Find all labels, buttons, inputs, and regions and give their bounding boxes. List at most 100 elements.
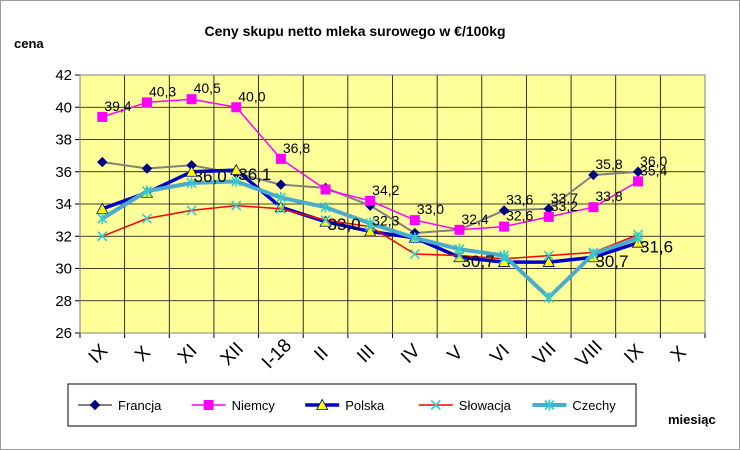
y-tick-label: 30: [55, 261, 72, 278]
data-point: [141, 163, 153, 174]
data-label: 36,1: [238, 165, 271, 184]
data-point: [588, 248, 599, 260]
data-point: [588, 202, 599, 213]
data-point: [141, 185, 153, 197]
data-point: [97, 213, 108, 225]
data-point: [275, 203, 286, 214]
data-label: 31,6: [640, 238, 673, 257]
y-tick-label: 38: [55, 132, 72, 149]
data-point: [409, 248, 420, 260]
data-label: 33,0: [417, 201, 444, 217]
data-label: 39,4: [104, 98, 131, 114]
data-point: [499, 250, 510, 262]
legend-label: Czechy: [572, 398, 616, 413]
legend-swatch-marker: [544, 399, 555, 411]
data-point: [186, 205, 197, 216]
data-label: 30,7: [595, 252, 628, 271]
legend-swatch-marker: [430, 399, 441, 411]
x-tick-label: XII: [217, 338, 248, 369]
legend: Francja Niemcy Polska Słowacja Czechy: [67, 383, 637, 427]
data-label: 33,7: [551, 190, 578, 206]
data-point: [97, 156, 108, 168]
x-tick-label: V: [444, 342, 468, 366]
data-point: [454, 224, 465, 235]
data-point: [185, 165, 198, 177]
data-point: [97, 111, 108, 122]
data-point: [632, 166, 644, 177]
legend-swatch-marker: [89, 399, 101, 411]
data-point: [231, 200, 242, 211]
x-tick-label: IX: [620, 340, 648, 368]
data-point: [543, 292, 554, 304]
data-label: 32,4: [461, 211, 488, 227]
data-point: [588, 169, 599, 181]
legend-label: Niemcy: [232, 398, 276, 413]
data-point: [498, 205, 510, 216]
data-point: [320, 201, 331, 213]
data-label: 36,8: [283, 140, 310, 156]
data-label: 32,6: [506, 208, 533, 224]
data-point: [275, 153, 286, 164]
y-tick-label: 36: [55, 164, 72, 181]
data-point: [230, 163, 243, 176]
data-label: 33,8: [595, 188, 622, 204]
x-tick-label: X: [131, 342, 155, 366]
legend-swatch-marker: [316, 398, 329, 410]
data-point: [141, 97, 152, 108]
data-point: [542, 255, 555, 267]
data-label: 34,2: [372, 182, 399, 198]
data-point: [186, 177, 197, 189]
x-tick-label: IV: [397, 340, 425, 368]
data-point: [543, 250, 554, 261]
x-tick-label: XI: [174, 340, 202, 368]
chart-title: Ceny skupu netto mleka surowego w €/100k…: [204, 23, 505, 39]
data-label: 30,7: [461, 252, 494, 271]
data-point: [320, 184, 331, 195]
legend-label: Słowacja: [459, 398, 512, 413]
data-point: [409, 215, 420, 226]
y-tick-label: 28: [55, 293, 72, 310]
x-axis-title: miesiąc: [668, 412, 716, 427]
data-label: 40,0: [238, 88, 265, 104]
data-label: 33,0: [328, 215, 361, 234]
x-tick-label: II: [310, 343, 332, 365]
data-label: 33,2: [551, 198, 578, 214]
legend-label: Polska: [345, 398, 385, 413]
plot-border: [79, 74, 706, 334]
data-point: [632, 232, 644, 244]
data-point: [409, 232, 420, 244]
x-tick-label: IX: [85, 340, 113, 368]
data-point: [633, 176, 644, 187]
data-point: [231, 102, 242, 113]
data-label: 36,0: [640, 153, 667, 169]
x-tick-label: I-18: [258, 335, 296, 373]
y-tick-label: 42: [55, 67, 72, 84]
x-tick-label: VII: [529, 338, 560, 369]
data-label: 35,4: [640, 162, 667, 178]
data-label: 35,8: [595, 156, 622, 172]
y-tick-label: 32: [55, 228, 72, 245]
legend-swatch-marker: [203, 400, 214, 410]
data-point: [275, 179, 287, 190]
data-label: 40,3: [149, 83, 176, 99]
data-point: [543, 211, 554, 222]
data-point: [186, 94, 197, 105]
data-point: [365, 217, 376, 229]
y-axis-title: cena: [14, 36, 44, 51]
data-label: 40,5: [194, 80, 221, 96]
data-label: 32,3: [372, 212, 399, 228]
x-tick-label: VI: [486, 340, 514, 368]
x-tick-label: X: [667, 342, 691, 366]
y-tick-label: 40: [55, 99, 72, 116]
data-point: [97, 231, 108, 242]
data-point: [365, 195, 376, 206]
y-tick-label: 34: [55, 196, 72, 213]
data-point: [499, 221, 510, 232]
data-point: [364, 225, 377, 237]
x-tick-label: III: [353, 341, 379, 367]
data-point: [275, 192, 286, 204]
data-label: 33,6: [506, 191, 533, 207]
data-point: [454, 243, 465, 255]
